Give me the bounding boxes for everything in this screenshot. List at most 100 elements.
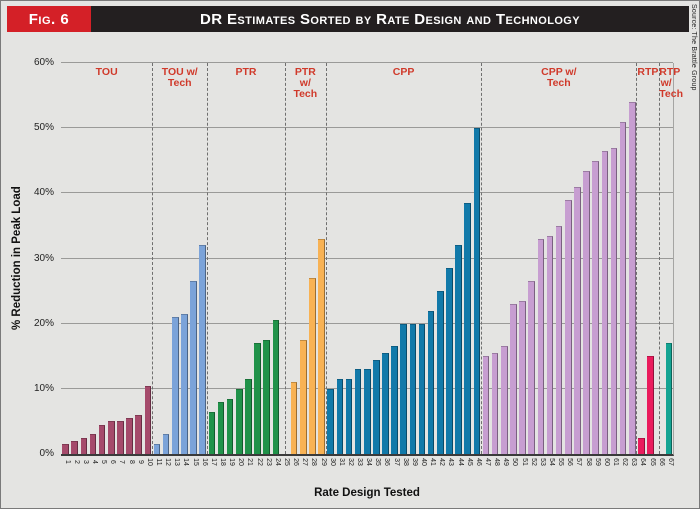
bar-slot	[591, 63, 600, 454]
x-tick: 41	[427, 456, 436, 480]
bar-7	[117, 421, 124, 454]
bar-slot	[98, 63, 107, 454]
bar-slot	[628, 63, 637, 454]
x-axis-labels: 1 2 3 4 5 6 7 8 9 10 11 12 13 14 15 16 17 18 19 20 21 22 23 24 2…	[61, 456, 674, 480]
section-label-RTP: RTP	[637, 66, 659, 78]
bar-28	[309, 278, 316, 454]
bar-slot	[655, 63, 664, 454]
bar-slot	[600, 63, 609, 454]
bar-10	[144, 385, 152, 454]
x-tick: 63	[628, 456, 637, 480]
x-tick: 67	[664, 456, 674, 480]
bar-slot	[619, 63, 628, 454]
bar-42	[437, 291, 444, 454]
section-separator	[659, 63, 661, 454]
bar-3	[80, 437, 88, 454]
bar-slot	[335, 63, 344, 454]
x-tick: 12	[162, 456, 171, 480]
x-tick: 15	[189, 456, 199, 480]
section-separator	[636, 63, 638, 454]
section-label-PTR: PTR	[235, 66, 257, 78]
bar-40	[418, 323, 426, 454]
y-tick-label: 60%	[33, 57, 54, 68]
x-tick: 60	[600, 456, 610, 480]
bar-34	[363, 369, 371, 454]
x-tick: 49	[500, 456, 509, 480]
bar-slot	[189, 63, 198, 454]
x-tick: 51	[518, 456, 528, 480]
x-tick: 5	[98, 456, 107, 480]
bar-4	[89, 434, 97, 454]
bar-15	[190, 281, 197, 454]
figure-number-badge: Fig. 6	[7, 6, 91, 32]
bar-slot	[472, 63, 481, 454]
bar-slot	[198, 63, 207, 454]
x-tick: 18	[216, 456, 226, 480]
bar-slot	[481, 63, 490, 454]
x-tick: 40	[417, 456, 427, 480]
x-tick: 33	[354, 456, 363, 480]
bar-slot	[555, 63, 564, 454]
bar-slot	[262, 63, 271, 454]
bar-slot	[152, 63, 161, 454]
bar-46	[473, 128, 481, 454]
bar-slot	[573, 63, 582, 454]
bar-62	[619, 121, 627, 454]
bar-22	[254, 343, 261, 454]
bar-32	[345, 379, 353, 454]
bar-slot	[463, 63, 472, 454]
section-label-RTP-w-Tech: RTP w/ Tech	[659, 66, 684, 101]
bar-slot	[207, 63, 216, 454]
x-tick: 45	[463, 456, 473, 480]
bar-23	[263, 339, 270, 454]
x-tick: 66	[655, 456, 665, 480]
x-tick: 20	[235, 456, 244, 480]
bar-45	[464, 203, 472, 454]
bar-60	[601, 150, 609, 454]
plot-area: TOU TOU w/ Tech PTR PTR w/ Tech CPP CPP w/ Te…	[61, 62, 684, 456]
bar-17	[208, 411, 216, 454]
x-tick: 26	[290, 456, 299, 480]
bar-slot	[326, 63, 335, 454]
x-tick: 21	[244, 456, 253, 480]
bar-slot	[500, 63, 509, 454]
bar-slot	[134, 63, 143, 454]
bar-slot	[299, 63, 308, 454]
x-tick: 30	[326, 456, 336, 480]
bar-35	[373, 359, 380, 454]
x-tick: 50	[509, 456, 518, 480]
bar-slot	[271, 63, 280, 454]
bar-64	[638, 437, 645, 454]
bar-39	[409, 323, 417, 454]
x-tick: 16	[198, 456, 208, 480]
x-tick: 23	[262, 456, 272, 480]
section-separator	[152, 63, 154, 454]
bar-slot	[408, 63, 417, 454]
bar-slot	[61, 63, 70, 454]
bar-65	[647, 356, 654, 454]
bar-31	[336, 379, 344, 454]
x-tick: 36	[381, 456, 390, 480]
bar-slot	[527, 63, 536, 454]
x-tick: 25	[280, 456, 290, 480]
bar-9	[135, 414, 142, 454]
x-tick: 7	[116, 456, 125, 480]
bar-slot	[162, 63, 171, 454]
x-tick: 59	[591, 456, 601, 480]
bar-51	[519, 300, 526, 454]
x-axis-title: Rate Design Tested	[314, 487, 420, 499]
x-tick: 1	[61, 456, 71, 480]
bar-slot	[116, 63, 125, 454]
bar-5	[98, 424, 106, 454]
x-tick: 64	[637, 456, 646, 480]
bar-26	[290, 382, 298, 454]
bar-8	[126, 418, 133, 454]
gridline-40	[61, 192, 673, 194]
bar-slot	[390, 63, 399, 454]
bars-container	[61, 63, 673, 454]
x-tick: 38	[399, 456, 409, 480]
bar-12	[162, 434, 170, 454]
section-label-TOU: TOU	[95, 66, 118, 78]
gridline-60	[61, 62, 673, 63]
